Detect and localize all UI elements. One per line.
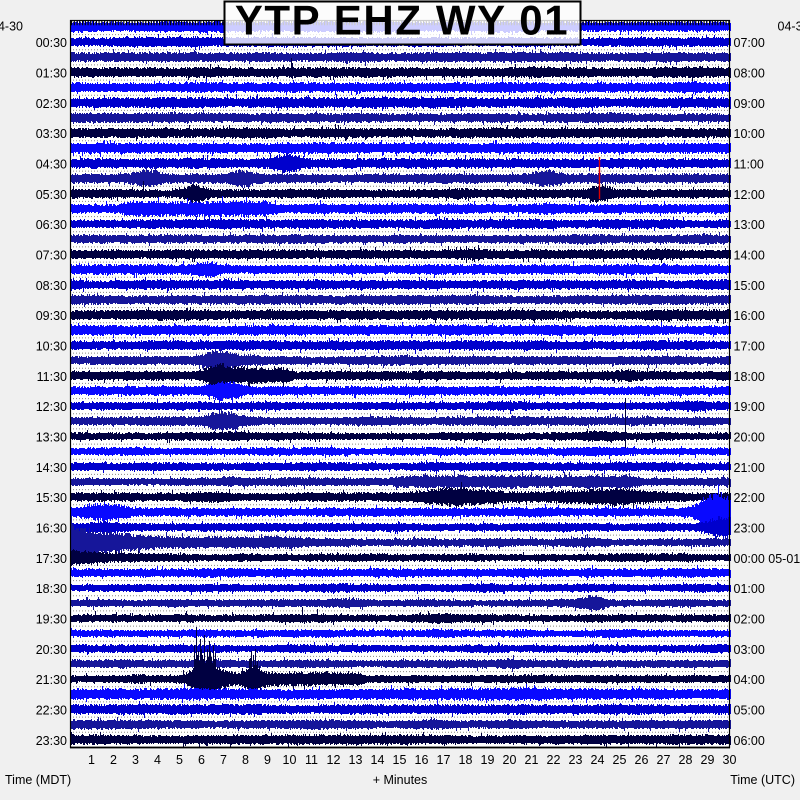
svg-text:12:30: 12:30: [36, 400, 67, 414]
svg-text:9: 9: [264, 753, 271, 767]
svg-text:22:30: 22:30: [36, 703, 67, 717]
svg-text:22:00: 22:00: [734, 491, 765, 505]
svg-text:21: 21: [525, 753, 539, 767]
svg-text:27: 27: [657, 753, 671, 767]
svg-text:02:30: 02:30: [36, 97, 67, 111]
svg-text:03:00: 03:00: [734, 643, 765, 657]
svg-text:05:00: 05:00: [734, 703, 765, 717]
svg-text:13:00: 13:00: [734, 218, 765, 232]
svg-text:23:30: 23:30: [36, 734, 67, 748]
svg-text:20:30: 20:30: [36, 643, 67, 657]
svg-text:13:30: 13:30: [36, 430, 67, 444]
svg-text:23:00: 23:00: [734, 521, 765, 535]
svg-text:03:30: 03:30: [36, 127, 67, 141]
svg-text:29: 29: [701, 753, 715, 767]
svg-text:6: 6: [198, 753, 205, 767]
svg-text:25: 25: [613, 753, 627, 767]
svg-text:8: 8: [242, 753, 249, 767]
svg-text:07:00: 07:00: [734, 36, 765, 50]
svg-text:02:00: 02:00: [734, 612, 765, 626]
svg-text:10:00: 10:00: [734, 127, 765, 141]
svg-text:18:00: 18:00: [734, 370, 765, 384]
svg-text:01:00: 01:00: [734, 582, 765, 596]
svg-text:10: 10: [283, 753, 297, 767]
svg-text:YTP EHZ WY 01: YTP EHZ WY 01: [235, 0, 569, 44]
svg-text:14:00: 14:00: [734, 248, 765, 262]
svg-text:17:30: 17:30: [36, 552, 67, 566]
svg-text:20: 20: [503, 753, 517, 767]
svg-text:15:00: 15:00: [734, 279, 765, 293]
svg-text:14:30: 14:30: [36, 461, 67, 475]
svg-text:04-30: 04-30: [778, 20, 800, 34]
svg-text:07:30: 07:30: [36, 248, 67, 262]
svg-text:05:30: 05:30: [36, 188, 67, 202]
svg-text:06:00: 06:00: [734, 734, 765, 748]
svg-text:20:00: 20:00: [734, 430, 765, 444]
svg-text:19:00: 19:00: [734, 400, 765, 414]
svg-text:08:00: 08:00: [734, 66, 765, 80]
svg-text:09:30: 09:30: [36, 309, 67, 323]
svg-text:04:00: 04:00: [734, 673, 765, 687]
svg-text:11:00: 11:00: [734, 157, 764, 171]
svg-text:3: 3: [132, 753, 139, 767]
svg-text:28: 28: [679, 753, 693, 767]
svg-text:17:00: 17:00: [734, 339, 765, 353]
svg-text:17: 17: [437, 753, 451, 767]
svg-text:16: 16: [415, 753, 429, 767]
svg-text:5: 5: [176, 753, 183, 767]
svg-text:2: 2: [110, 753, 117, 767]
svg-text:23: 23: [569, 753, 583, 767]
svg-text:04:30: 04:30: [36, 157, 67, 171]
svg-text:18:30: 18:30: [36, 582, 67, 596]
svg-text:15:30: 15:30: [36, 491, 67, 505]
svg-text:13: 13: [349, 753, 363, 767]
svg-text:+ Minutes: + Minutes: [373, 773, 428, 787]
svg-text:01:30: 01:30: [36, 66, 67, 80]
svg-text:Time (UTC): Time (UTC): [730, 773, 795, 787]
svg-text:Time (MDT): Time (MDT): [5, 773, 71, 787]
svg-text:21:30: 21:30: [36, 673, 67, 687]
svg-text:4: 4: [154, 753, 161, 767]
svg-text:10:30: 10:30: [36, 339, 67, 353]
svg-text:00:00 05-01: 00:00 05-01: [734, 552, 800, 566]
svg-text:11:30: 11:30: [37, 370, 67, 384]
svg-text:12:00: 12:00: [734, 188, 765, 202]
svg-text:06:30: 06:30: [36, 218, 67, 232]
svg-text:21:00: 21:00: [734, 461, 765, 475]
svg-text:24: 24: [591, 753, 605, 767]
svg-text:16:30: 16:30: [36, 521, 67, 535]
svg-text:14: 14: [371, 753, 385, 767]
svg-text:7: 7: [220, 753, 227, 767]
svg-text:30: 30: [723, 753, 737, 767]
svg-text:19: 19: [481, 753, 495, 767]
svg-text:00:30: 00:30: [36, 36, 67, 50]
svg-text:26: 26: [635, 753, 649, 767]
svg-text:16:00: 16:00: [734, 309, 765, 323]
svg-text:15: 15: [393, 753, 407, 767]
svg-text:04-30: 04-30: [0, 20, 23, 34]
svg-text:08:30: 08:30: [36, 279, 67, 293]
svg-text:1: 1: [88, 753, 95, 767]
svg-text:18: 18: [459, 753, 473, 767]
svg-text:09:00: 09:00: [734, 97, 765, 111]
svg-text:22: 22: [547, 753, 561, 767]
svg-text:12: 12: [327, 753, 341, 767]
svg-text:11: 11: [305, 753, 318, 767]
svg-text:19:30: 19:30: [36, 612, 67, 626]
